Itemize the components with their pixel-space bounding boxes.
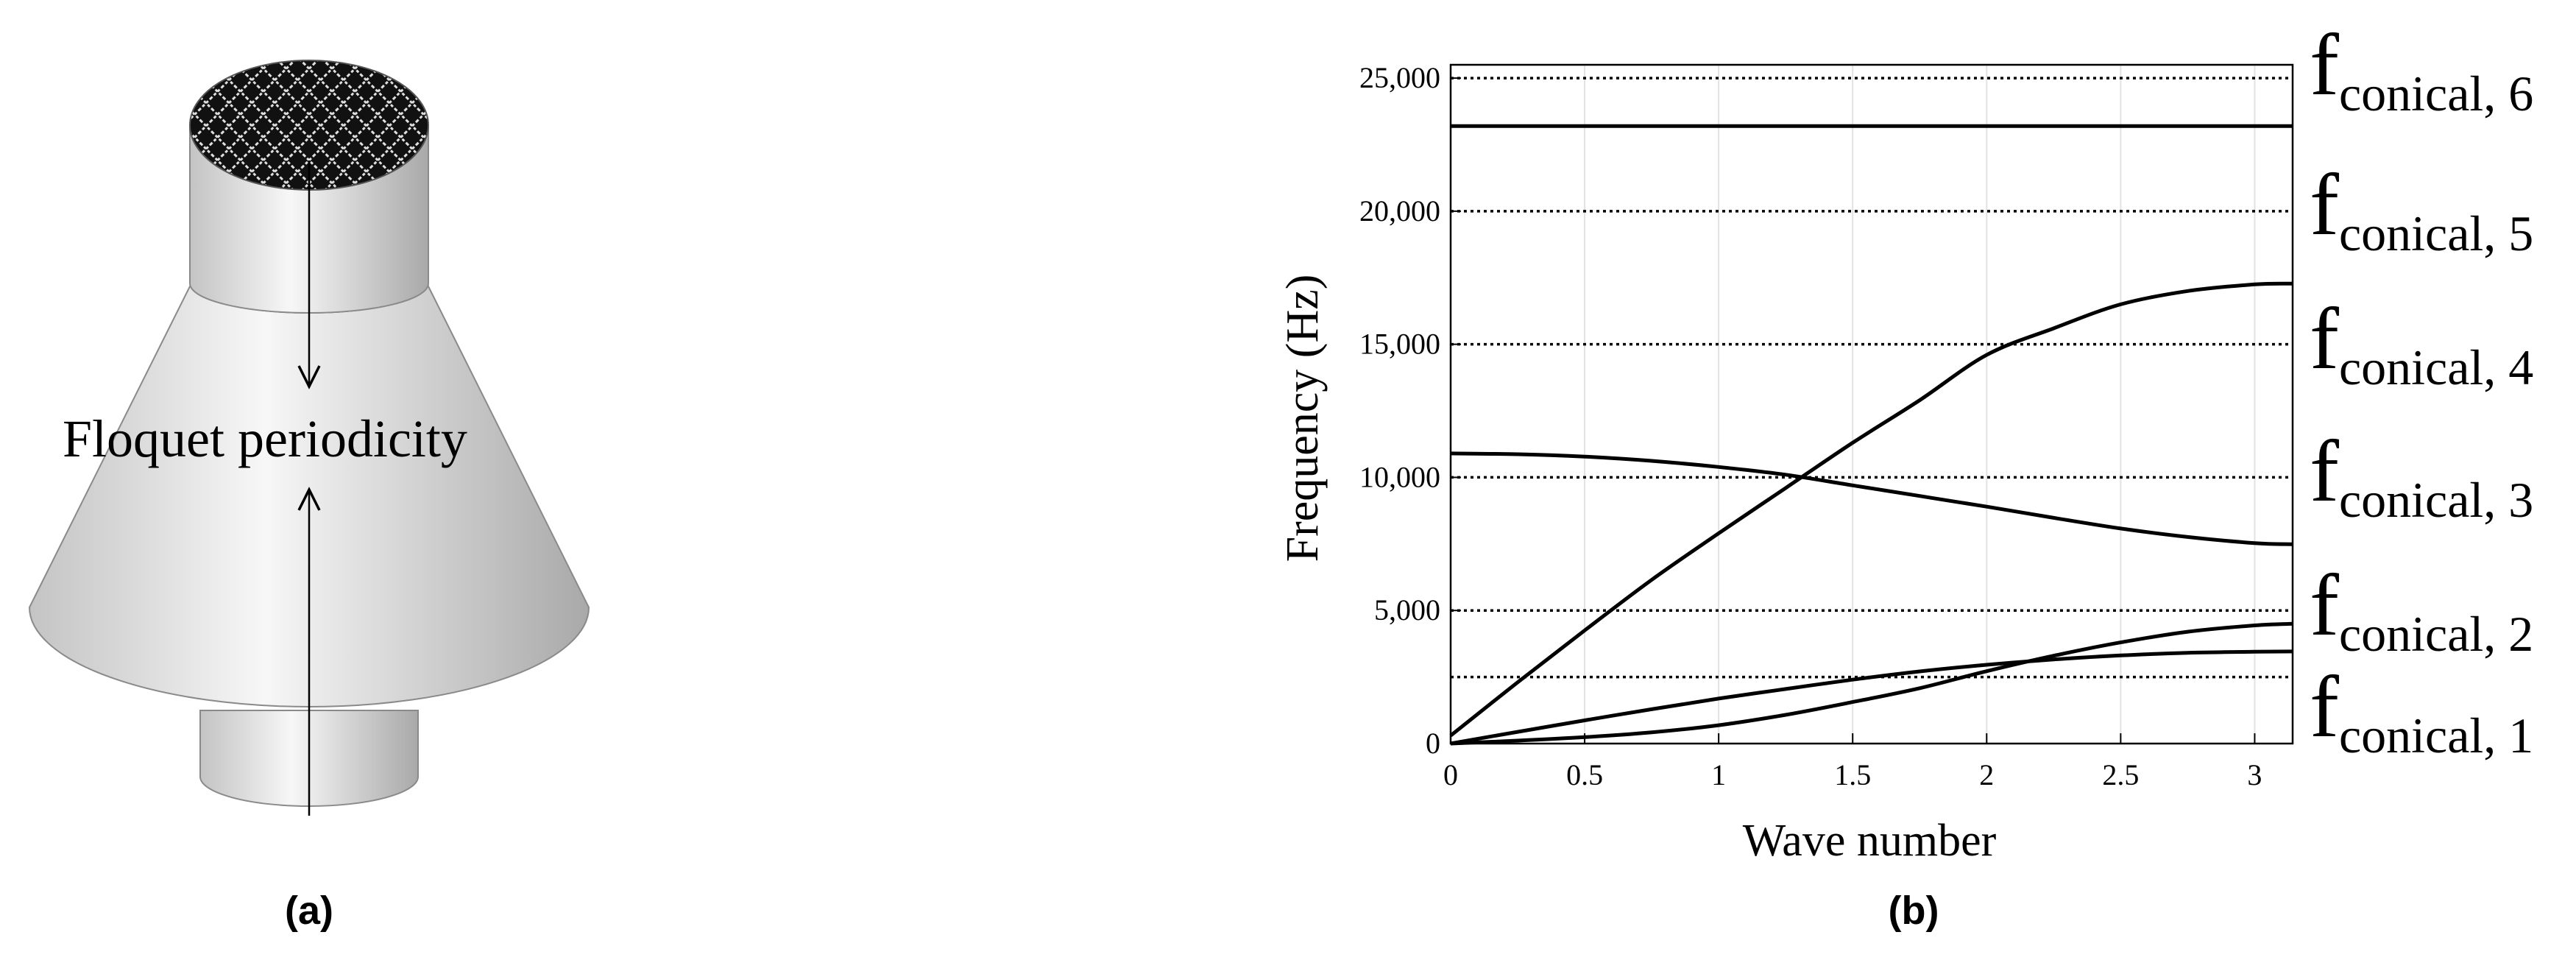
x-tick-label-5: 2.5 bbox=[2102, 758, 2139, 791]
x-tick-label-1: 0.5 bbox=[1566, 758, 1603, 791]
y-tick-label-4: 20,000 bbox=[1359, 194, 1440, 227]
y-tick-label-3: 15,000 bbox=[1359, 328, 1440, 361]
x-axis-title: Wave number bbox=[1743, 816, 1997, 866]
x-tick-label-3: 1.5 bbox=[1834, 758, 1871, 791]
x-tick-label-4: 2 bbox=[1979, 758, 1994, 791]
reference-label-6: fconical, 6 bbox=[2310, 15, 2533, 121]
x-tick-label-2: 1 bbox=[1711, 758, 1726, 791]
grid bbox=[1584, 65, 2256, 744]
reference-label-2: fconical, 2 bbox=[2310, 556, 2533, 662]
series-line-4 bbox=[1449, 281, 2293, 738]
reference-lines bbox=[1451, 77, 2293, 679]
panel-b-caption: (b) bbox=[1889, 889, 1939, 933]
x-tick-label-6: 3 bbox=[2247, 758, 2262, 791]
floquet-annotation: Floquet periodicity bbox=[63, 409, 467, 468]
x-ticks: 0 0.5 1 1.5 2 2.5 3 bbox=[1443, 733, 2262, 791]
panel-a-caption: (a) bbox=[285, 889, 333, 933]
y-tick-label-5: 25,000 bbox=[1359, 61, 1440, 94]
series-group bbox=[1449, 124, 2293, 746]
y-tick-label-2: 10,000 bbox=[1359, 460, 1440, 493]
reference-label-3: fconical, 3 bbox=[2310, 422, 2533, 528]
y-tick-label-0: 0 bbox=[1426, 727, 1440, 760]
series-line-3 bbox=[1450, 451, 2293, 546]
reference-label-5: fconical, 5 bbox=[2310, 155, 2533, 261]
series-line-2 bbox=[1450, 621, 2293, 746]
cone-model-figure: Floquet periodicity (a) bbox=[28, 60, 590, 933]
y-tick-label-1: 5,000 bbox=[1374, 593, 1440, 627]
reference-label-4: fconical, 4 bbox=[2310, 289, 2533, 395]
y-axis-title: Frequency (Hz) bbox=[1278, 275, 1328, 562]
plot-frame bbox=[1449, 63, 2294, 745]
y-ticks: 0 5,000 10,000 15,000 20,000 25,000 bbox=[1359, 61, 1461, 760]
dispersion-chart: 0 5,000 10,000 15,000 20,000 25,000 0 0.5 1 1.5 2… bbox=[1278, 15, 2533, 933]
series-line-1 bbox=[1450, 649, 2293, 746]
x-tick-label-0: 0 bbox=[1443, 758, 1458, 791]
reference-label-1: fconical, 1 bbox=[2310, 657, 2533, 763]
